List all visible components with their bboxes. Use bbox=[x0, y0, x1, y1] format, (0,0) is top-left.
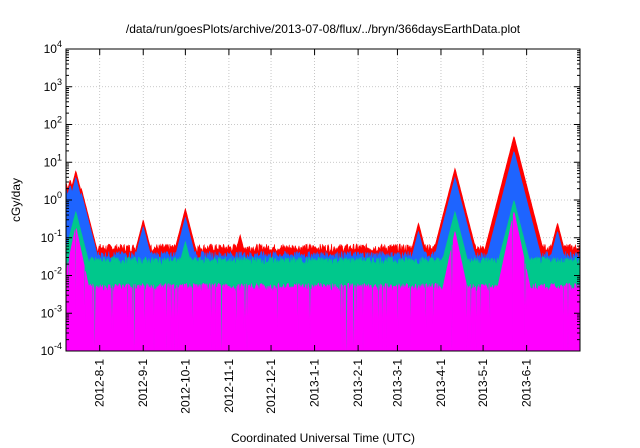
y-tick-label: 10-4 bbox=[41, 341, 62, 358]
x-axis-label: Coordinated Universal Time (UTC) bbox=[231, 431, 415, 445]
y-axis-label: cGy/day bbox=[9, 178, 23, 222]
x-tick-label: 2012-9-1 bbox=[136, 359, 150, 407]
x-tick-label: 2013-4-1 bbox=[434, 359, 448, 407]
x-tick-label: 2012-12-1 bbox=[264, 359, 278, 414]
y-tick-exponent: 4 bbox=[57, 39, 62, 49]
x-tick-label: 2013-3-1 bbox=[390, 359, 404, 407]
x-tick-label: 2012-11-1 bbox=[222, 359, 236, 413]
y-tick-label: 103 bbox=[44, 77, 62, 94]
x-tick-label: 2012-8-1 bbox=[93, 359, 107, 407]
y-tick-label: 10-2 bbox=[41, 266, 62, 283]
y-tick-exponent: -1 bbox=[54, 228, 62, 238]
y-tick-label: 102 bbox=[44, 115, 62, 132]
y-tick-exponent: -4 bbox=[54, 341, 62, 351]
y-tick-exponent: 3 bbox=[57, 77, 62, 87]
y-tick-label: 100 bbox=[44, 190, 62, 207]
series-4-trace bbox=[65, 211, 581, 352]
y-tick-exponent: 1 bbox=[57, 152, 62, 162]
x-tick-label: 2013-6-1 bbox=[520, 359, 534, 407]
y-tick-exponent: 0 bbox=[57, 190, 62, 200]
y-tick-label: 101 bbox=[44, 152, 62, 169]
y-tick-label: 104 bbox=[44, 39, 62, 56]
y-tick-exponent: 2 bbox=[57, 115, 62, 125]
x-tick-label: 2012-10-1 bbox=[178, 359, 192, 414]
y-tick-label: 10-1 bbox=[41, 228, 62, 245]
y-tick-exponent: -3 bbox=[54, 303, 62, 313]
x-tick-label: 2013-2-1 bbox=[351, 359, 365, 407]
x-tick-label: 2013-1-1 bbox=[308, 359, 322, 407]
chart-title: /data/run/goesPlots/archive/2013-07-08/f… bbox=[126, 22, 521, 36]
series-layer bbox=[65, 136, 581, 352]
y-tick-exponent: -2 bbox=[54, 266, 62, 276]
x-tick-label: 2013-5-1 bbox=[476, 359, 490, 407]
y-tick-label: 10-3 bbox=[41, 303, 62, 320]
